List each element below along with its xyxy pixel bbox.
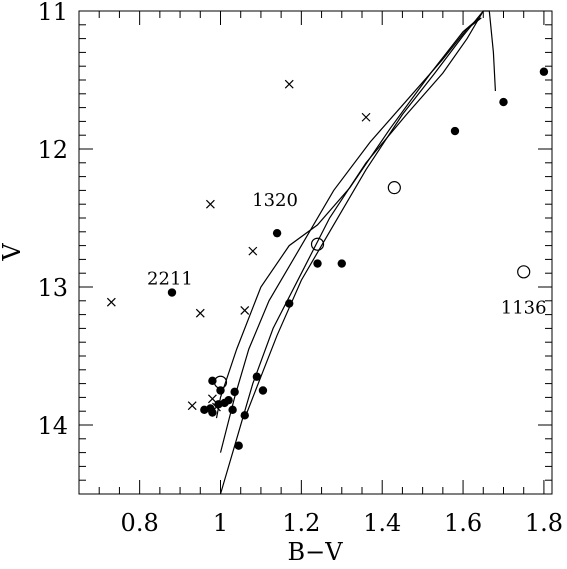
- cross-star-point: [207, 394, 217, 404]
- cross-stroke: [195, 308, 205, 318]
- star-id-label: 1136: [501, 298, 547, 319]
- filled-star-point: [234, 441, 243, 450]
- open-star-point: [213, 375, 228, 389]
- cross-stroke: [212, 402, 221, 412]
- filled-star-point: [272, 228, 282, 238]
- isochrone-line: [215, 17, 480, 419]
- cross-stroke: [284, 79, 294, 89]
- cross-star-point: [187, 401, 197, 411]
- filled-star-point: [539, 67, 549, 76]
- x-tick-label: 1.8: [525, 509, 563, 537]
- plot-frame: [78, 10, 553, 495]
- x-tick-label: 1.4: [363, 509, 401, 537]
- cross-star-point: [195, 308, 205, 318]
- filled-star-point: [240, 411, 249, 420]
- filled-star-point: [167, 288, 177, 297]
- filled-star-point: [499, 97, 508, 107]
- isochrone-line: [219, 17, 482, 453]
- cross-stroke: [187, 401, 197, 411]
- x-tick-label: 1: [213, 509, 228, 537]
- isochrone-line: [219, 10, 484, 495]
- filled-star-point: [285, 299, 294, 308]
- x-tick-label: 1.6: [444, 509, 482, 537]
- y-tick-label: 11: [37, 0, 68, 26]
- x-tick-label: 0.8: [121, 509, 159, 537]
- isochrone-line: [244, 10, 496, 419]
- filled-star-point: [258, 386, 268, 395]
- cross-star-point: [248, 246, 258, 256]
- filled-star-point: [252, 372, 262, 381]
- y-tick-label: 12: [37, 136, 68, 164]
- open-star-point: [517, 265, 531, 279]
- cross-stroke: [361, 112, 371, 122]
- cross-star-point: [361, 112, 371, 122]
- star-id-label: 2211: [147, 269, 193, 290]
- isochrone-curves: [215, 10, 496, 495]
- cross-star-point: [212, 402, 221, 412]
- cross-stroke: [106, 297, 116, 307]
- cross-star-point: [240, 306, 250, 315]
- cross-stroke: [248, 246, 258, 256]
- filled-star-point: [208, 376, 217, 386]
- y-tick-label: 14: [37, 412, 68, 440]
- data-points: [106, 67, 549, 450]
- tick-labels: 0.8 1 1.2 1.4 1.6 1.8 11 12 13 14: [37, 0, 563, 537]
- filled-star-point: [224, 395, 233, 405]
- cross-star-point: [284, 79, 294, 89]
- cross-stroke: [240, 306, 250, 315]
- star-annotations: 2211 1320 1136: [147, 190, 547, 319]
- axis-ticks: [79, 10, 552, 495]
- star-id-label: 1320: [252, 190, 298, 211]
- filled-star-point: [313, 259, 322, 268]
- cross-star-point: [205, 199, 215, 209]
- x-tick-label: 1.2: [282, 509, 320, 537]
- open-star-point: [387, 181, 401, 195]
- open-star-point: [310, 237, 325, 251]
- filled-star-point: [450, 126, 460, 136]
- filled-star-point: [337, 259, 346, 268]
- cross-star-point: [106, 297, 116, 307]
- cross-stroke: [205, 199, 215, 209]
- cross-stroke: [207, 394, 217, 404]
- x-axis-title: B−V: [287, 538, 343, 566]
- y-axis-title: V: [0, 243, 26, 262]
- filled-star-point: [208, 408, 217, 417]
- filled-star-point: [228, 405, 237, 415]
- filled-star-point: [230, 387, 239, 397]
- y-tick-label: 13: [37, 274, 68, 302]
